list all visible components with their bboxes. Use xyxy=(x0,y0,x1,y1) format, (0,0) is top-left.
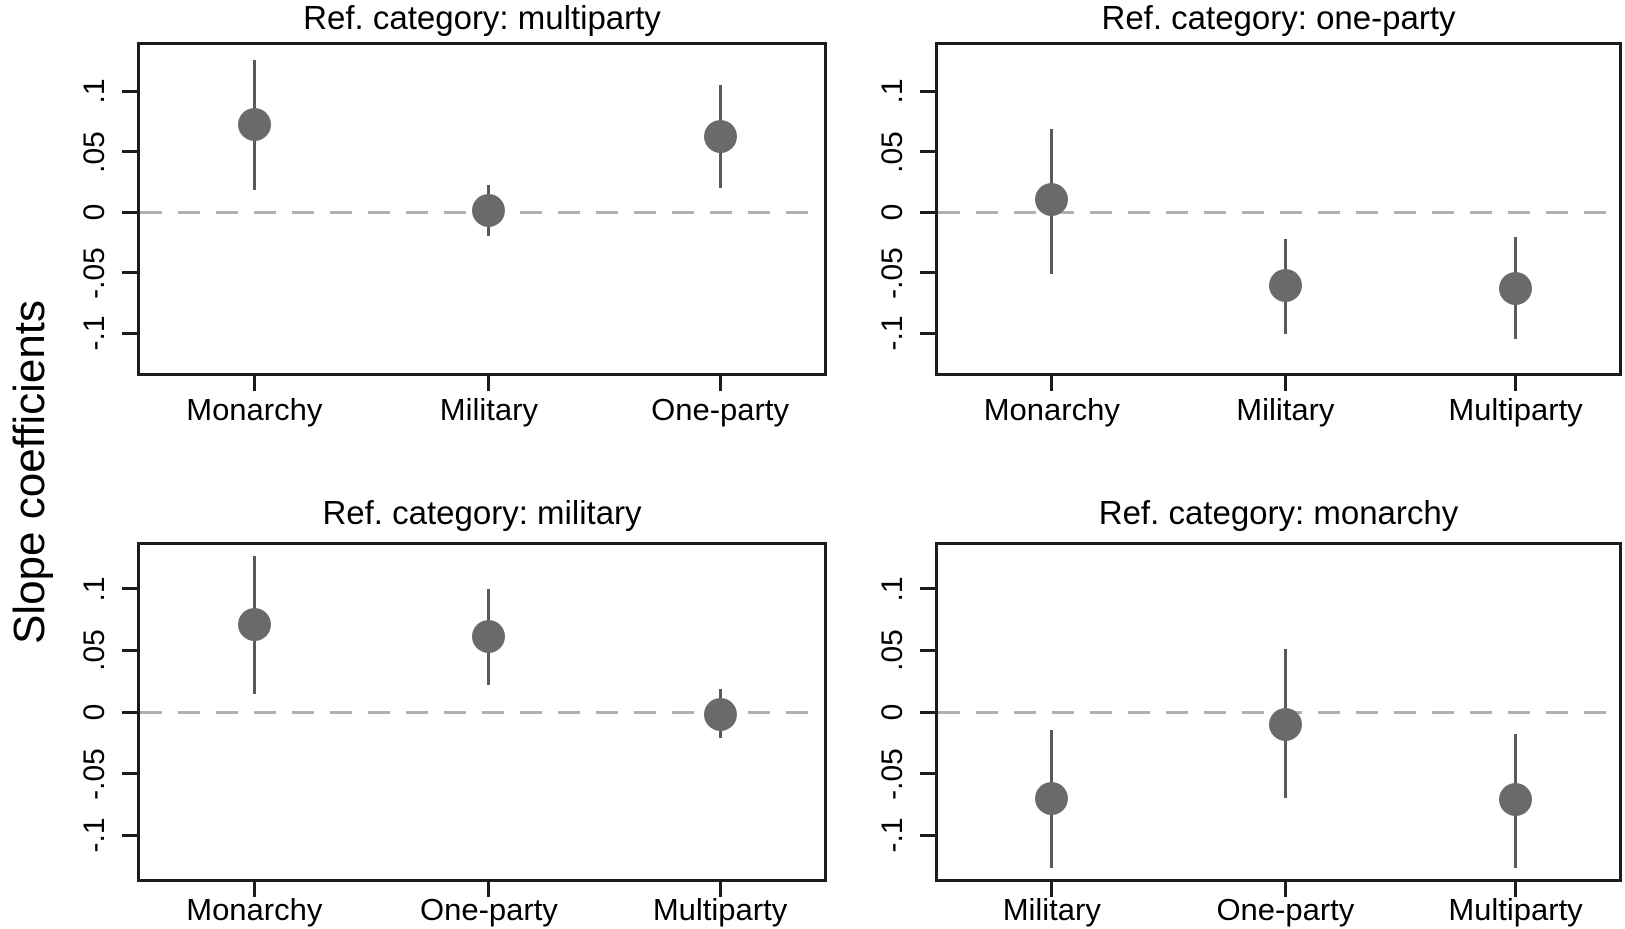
y-tick xyxy=(920,833,935,837)
y-tick xyxy=(920,772,935,776)
y-tick-label: .1 xyxy=(78,576,111,602)
y-tick xyxy=(122,210,137,214)
y-tick-label: -.1 xyxy=(876,315,909,351)
point-estimate-marker xyxy=(703,697,737,731)
y-tick xyxy=(122,772,137,776)
y-tick-label: -.05 xyxy=(78,246,111,299)
y-tick xyxy=(920,271,935,275)
x-tick-label: One-party xyxy=(1216,892,1355,927)
y-tick xyxy=(122,89,137,93)
y-tick xyxy=(920,331,935,335)
x-tick-label: Multiparty xyxy=(1448,392,1583,427)
point-estimate-marker xyxy=(1499,271,1532,305)
y-tick-label: -.05 xyxy=(78,747,111,800)
y-tick xyxy=(122,648,137,652)
y-axis-label: Slope coefficients xyxy=(5,299,54,645)
y-tick-label: .05 xyxy=(78,629,111,672)
x-tick-label: Monarchy xyxy=(186,392,323,427)
point-estimate-marker xyxy=(237,108,271,142)
y-tick-label: 0 xyxy=(78,203,111,221)
x-tick-label: Monarchy xyxy=(983,392,1120,427)
y-tick-label: -.1 xyxy=(876,817,909,853)
y-tick-label: -.05 xyxy=(876,246,909,299)
x-tick xyxy=(1514,376,1517,391)
y-tick xyxy=(122,833,137,837)
y-tick-label: .05 xyxy=(78,130,111,173)
y-tick-label: -.05 xyxy=(876,747,909,800)
y-tick-label: .05 xyxy=(876,629,909,672)
point-estimate-marker xyxy=(472,620,506,654)
x-tick xyxy=(1283,882,1287,897)
x-tick-label: Military xyxy=(439,392,538,427)
point-estimate-marker xyxy=(703,120,737,154)
point-estimate-marker xyxy=(1499,782,1532,816)
x-tick xyxy=(1514,882,1517,897)
y-tick-label: 0 xyxy=(876,203,909,221)
y-tick xyxy=(920,710,935,714)
y-tick xyxy=(920,587,935,591)
x-tick xyxy=(252,882,256,897)
y-tick xyxy=(122,710,137,714)
x-tick xyxy=(1050,376,1054,391)
zero-reference-line xyxy=(938,210,1619,214)
x-tick xyxy=(718,376,722,391)
x-tick xyxy=(252,376,256,391)
y-tick-label: .1 xyxy=(876,78,909,104)
x-tick-label: Multiparty xyxy=(652,892,788,927)
y-tick-label: -.1 xyxy=(78,817,111,853)
panel-title: Ref. category: monarchy xyxy=(1098,494,1459,531)
zero-reference-line xyxy=(140,710,824,714)
point-estimate-marker xyxy=(472,194,506,228)
x-tick xyxy=(487,376,491,391)
y-tick xyxy=(122,587,137,591)
y-tick xyxy=(920,210,935,214)
y-tick-label: 0 xyxy=(876,703,909,721)
point-estimate-marker xyxy=(1035,183,1069,217)
y-tick xyxy=(920,150,935,154)
y-tick xyxy=(920,89,935,93)
panel-title: Ref. category: one-party xyxy=(1101,0,1456,36)
x-tick-label: Monarchy xyxy=(186,892,323,927)
x-tick-label: Multiparty xyxy=(1448,892,1583,927)
point-estimate-marker xyxy=(1268,707,1302,741)
panel-title: Ref. category: multiparty xyxy=(303,0,661,36)
y-tick-label: .1 xyxy=(78,78,111,104)
x-tick-label: One-party xyxy=(651,392,789,427)
y-tick-label: .1 xyxy=(876,576,909,602)
x-tick-label: One-party xyxy=(419,892,558,927)
point-estimate-marker xyxy=(1268,269,1302,303)
panel-title: Ref. category: military xyxy=(322,494,642,531)
x-tick xyxy=(1283,376,1287,391)
y-tick xyxy=(920,648,935,652)
y-tick-label: -.1 xyxy=(78,315,111,351)
x-tick xyxy=(718,882,722,897)
y-tick-label: .05 xyxy=(876,130,909,173)
x-tick-label: Military xyxy=(1236,392,1335,427)
x-tick xyxy=(1050,882,1054,897)
x-tick xyxy=(487,882,491,897)
y-tick-label: 0 xyxy=(78,703,111,721)
point-estimate-marker xyxy=(1035,781,1069,815)
x-tick-label: Military xyxy=(1002,892,1101,927)
point-estimate-marker xyxy=(237,608,271,642)
y-tick xyxy=(122,271,137,275)
y-tick xyxy=(122,331,137,335)
y-tick xyxy=(122,150,137,154)
